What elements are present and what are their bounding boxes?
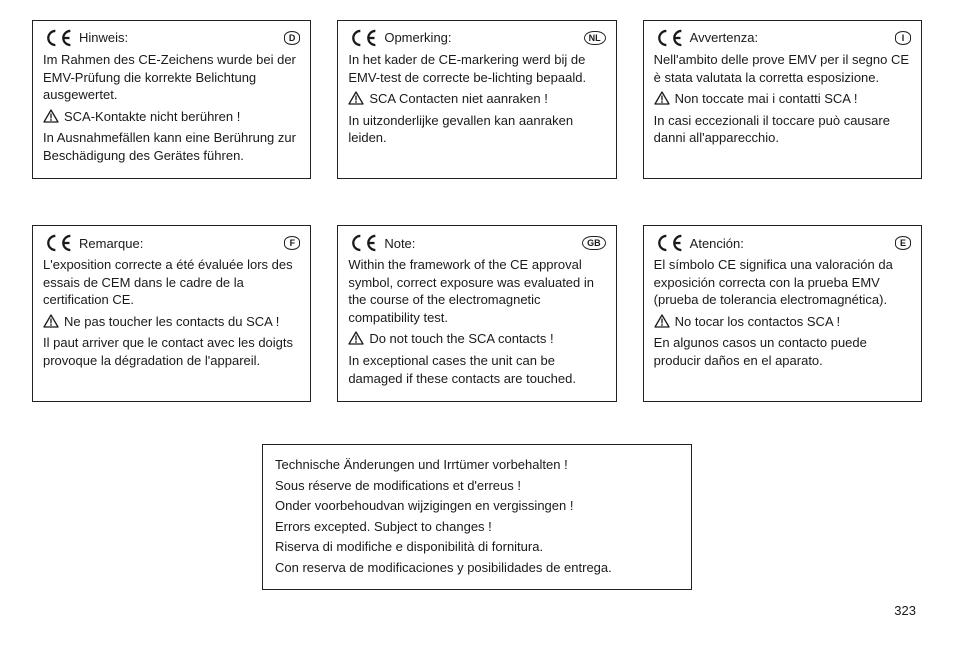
warning-triangle-icon [348, 91, 364, 105]
box-title: Atención: [690, 235, 744, 253]
box-paragraph: Within the framework of the CE approval … [348, 256, 605, 326]
box-paragraph: En algunos casos un contacto puede produ… [654, 334, 911, 369]
language-badge: GB [582, 236, 606, 250]
box-paragraph: In het kader de CE-markering werd bij de… [348, 51, 605, 86]
footer-disclaimer-box: Technische Änderungen und Irrtümer vorbe… [262, 444, 692, 590]
footer-line: Onder voorbehoudvan wijzigingen en vergi… [275, 497, 679, 515]
warning-triangle-icon [654, 314, 670, 328]
language-badge: NL [584, 31, 606, 45]
notice-box: Avvertenza: I Nell'ambito delle prove EMV … [643, 20, 922, 179]
box-paragraph: Im Rahmen des CE-Zeichens wurde bei der … [43, 51, 300, 104]
ce-mark-icon [654, 234, 684, 252]
box-header: Opmerking: NL [348, 29, 605, 47]
box-title: Note: [384, 235, 415, 253]
notice-box: Hinweis: D Im Rahmen des CE-Zeichens wurde… [32, 20, 311, 179]
page-number: 323 [32, 602, 922, 620]
box-paragraph: In exceptional cases the unit can be dam… [348, 352, 605, 387]
box-header: Atención: E [654, 234, 911, 252]
warning-text: Do not touch the SCA contacts ! [369, 330, 553, 348]
footer-line: Technische Änderungen und Irrtümer vorbe… [275, 456, 679, 474]
ce-mark-icon [654, 29, 684, 47]
ce-mark-icon [348, 29, 378, 47]
box-header: Note: GB [348, 234, 605, 252]
box-paragraph: In Ausnahmefällen kann eine Berührung zu… [43, 129, 300, 164]
language-badge: D [284, 31, 301, 45]
footer-line: Con reserva de modificaciones y posibili… [275, 559, 679, 577]
language-badge: F [284, 236, 300, 250]
ce-mark-icon [43, 234, 73, 252]
warning-line: No tocar los contactos SCA ! [654, 313, 911, 331]
notice-box: Opmerking: NL In het kader de CE-markering… [337, 20, 616, 179]
page-root: Hinweis: D Im Rahmen des CE-Zeichens wurde… [0, 0, 954, 630]
warning-text: SCA-Kontakte nicht berühren ! [64, 108, 240, 126]
footer-line: Sous réserve de modifications et d'erreu… [275, 477, 679, 495]
warning-text: Ne pas toucher les contacts du SCA ! [64, 313, 279, 331]
box-paragraph: Il paut arriver que le contact avec les … [43, 334, 300, 369]
box-header: Remarque: F [43, 234, 300, 252]
box-title: Hinweis: [79, 29, 128, 47]
warning-text: Non toccate mai i contatti SCA ! [675, 90, 858, 108]
warning-line: Ne pas toucher les contacts du SCA ! [43, 313, 300, 331]
warning-text: SCA Contacten niet aanraken ! [369, 90, 548, 108]
notice-box: Note: GB Within the framework of the CE ap… [337, 225, 616, 402]
ce-mark-icon [43, 29, 73, 47]
footer-line: Riserva di modifiche e disponibilità di … [275, 538, 679, 556]
language-badge: I [895, 31, 911, 45]
box-paragraph: Nell'ambito delle prove EMV per il segno… [654, 51, 911, 86]
box-paragraph: El símbolo CE significa una valoración d… [654, 256, 911, 309]
box-paragraph: In uitzonderlijke gevallen kan aanraken … [348, 112, 605, 147]
box-title: Remarque: [79, 235, 143, 253]
warning-triangle-icon [348, 331, 364, 345]
warning-triangle-icon [654, 91, 670, 105]
notice-box: Atención: E El símbolo CE significa una va… [643, 225, 922, 402]
warning-line: SCA Contacten niet aanraken ! [348, 90, 605, 108]
notice-grid: Hinweis: D Im Rahmen des CE-Zeichens wurde… [32, 20, 922, 402]
warning-triangle-icon [43, 314, 59, 328]
language-badge: E [895, 236, 911, 250]
box-title: Avvertenza: [690, 29, 758, 47]
warning-line: SCA-Kontakte nicht berühren ! [43, 108, 300, 126]
warning-text: No tocar los contactos SCA ! [675, 313, 840, 331]
box-header: Hinweis: D [43, 29, 300, 47]
ce-mark-icon [348, 234, 378, 252]
warning-line: Non toccate mai i contatti SCA ! [654, 90, 911, 108]
notice-box: Remarque: F L'exposition correcte a été év… [32, 225, 311, 402]
warning-triangle-icon [43, 109, 59, 123]
box-header: Avvertenza: I [654, 29, 911, 47]
warning-line: Do not touch the SCA contacts ! [348, 330, 605, 348]
box-title: Opmerking: [384, 29, 451, 47]
footer-line: Errors excepted. Subject to changes ! [275, 518, 679, 536]
box-paragraph: In casi eccezionali il toccare può causa… [654, 112, 911, 147]
box-paragraph: L'exposition correcte a été évaluée lors… [43, 256, 300, 309]
